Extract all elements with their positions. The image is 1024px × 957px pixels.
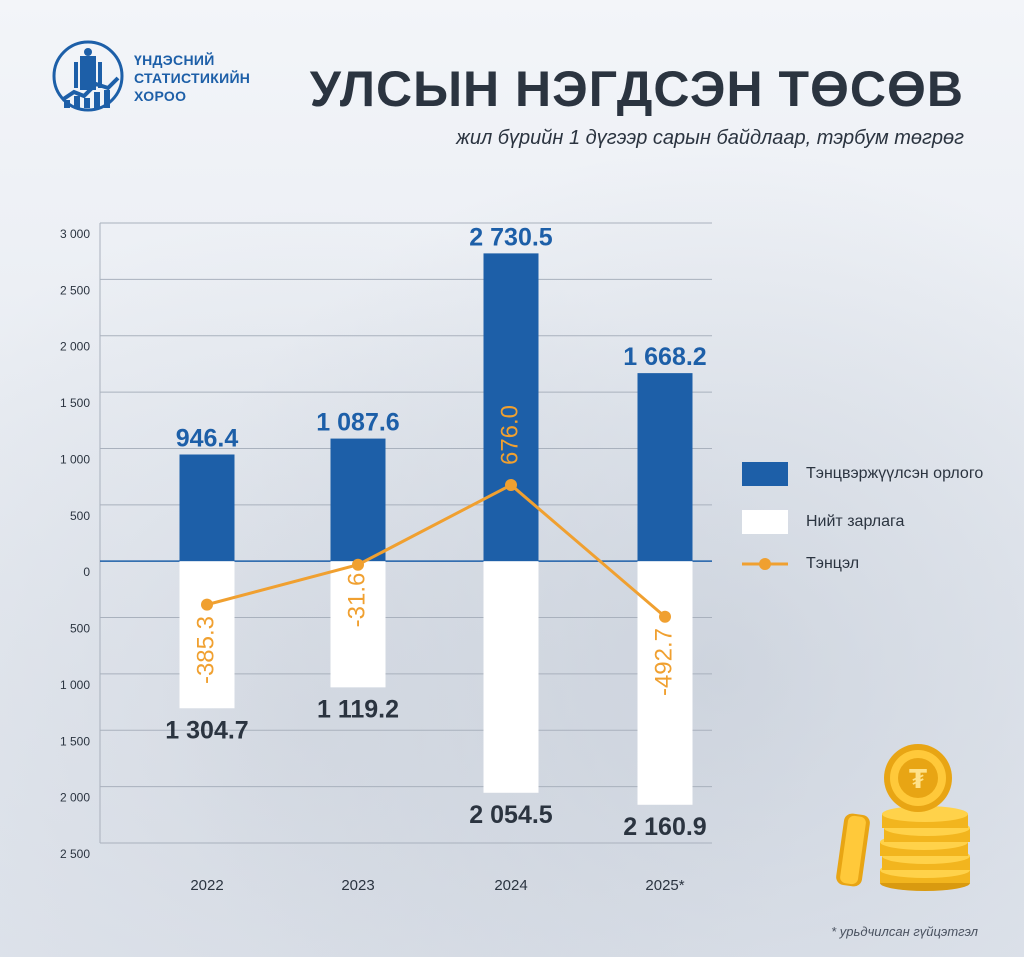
grid-lines xyxy=(99,222,712,844)
nso-logo: ҮНДЭСНИЙ СТАТИСТИКИЙН ХОРОО xyxy=(50,38,250,118)
footnote: * урьдчилсан гүйцэтгэл xyxy=(831,924,978,939)
balance-point xyxy=(505,478,517,491)
balance-point xyxy=(352,558,364,571)
x-tick-label: 2025* xyxy=(645,877,684,894)
y-tick-label: 2 000 xyxy=(60,340,90,354)
page-subtitle: жил бүрийн 1 дүгээр сарын байдлаар, тэрб… xyxy=(456,127,964,149)
y-tick-label: 2 500 xyxy=(60,847,90,861)
revenue-bar xyxy=(483,253,539,562)
y-tick-label: 0 xyxy=(83,565,90,579)
balance-value-label: -492.7 xyxy=(650,628,677,696)
bars xyxy=(179,253,693,805)
expense-bar xyxy=(330,561,386,688)
org-name: ҮНДЭСНИЙ СТАТИСТИКИЙН ХОРОО xyxy=(134,51,250,105)
axis: 3 000 2 500 2 000 1 500 1 000 500 0 500 1 000 1 5… xyxy=(60,227,90,861)
x-tick-label: 2022 xyxy=(190,877,223,894)
expense-bar xyxy=(179,561,235,709)
revenue-bar xyxy=(179,454,235,562)
y-tick-label: 500 xyxy=(70,622,90,636)
expense-value-label: 2 160.9 xyxy=(623,813,706,841)
revenue-value-label: 946.4 xyxy=(176,424,239,452)
revenue-value-label: 1 668.2 xyxy=(623,343,706,371)
y-tick-label: 2 000 xyxy=(60,791,90,805)
data-labels: 946.4 1 304.7 2022 1 087.6 1 119.2 2023 2 730.… xyxy=(165,223,706,894)
legend-label-expense: Нийт зарлага xyxy=(806,513,905,530)
org-name-line-3: ХОРОО xyxy=(134,88,187,104)
balance-polyline xyxy=(206,483,666,618)
balance-value-label: -31.6 xyxy=(343,573,370,628)
gold-coins-icon: ₮ xyxy=(836,744,970,891)
y-tick-label: 1 500 xyxy=(60,734,90,748)
legend-label-revenue: Тэнцвэржүүлсэн орлого xyxy=(806,465,984,482)
soyombo-emblem-icon xyxy=(52,40,124,112)
y-tick-label: 2 500 xyxy=(60,283,90,297)
y-tick-label: 3 000 xyxy=(60,227,90,241)
legend-swatch-revenue xyxy=(742,462,788,486)
y-tick-label: 1 000 xyxy=(60,678,90,692)
org-name-line-2: СТАТИСТИКИЙН xyxy=(134,70,251,86)
expense-value-label: 1 119.2 xyxy=(317,695,399,723)
expense-bar xyxy=(483,561,539,793)
y-tick-label: 1 000 xyxy=(60,452,90,466)
svg-text:₮: ₮ xyxy=(909,765,927,795)
y-tick-label: 1 500 xyxy=(60,396,90,410)
x-tick-label: 2023 xyxy=(341,877,374,894)
y-tick-label: 500 xyxy=(70,509,90,523)
revenue-value-label: 2 730.5 xyxy=(469,223,553,251)
balance-point xyxy=(659,610,671,623)
legend-swatch-balance xyxy=(742,558,788,570)
expense-value-label: 2 054.5 xyxy=(469,801,553,829)
page-title: УЛСЫН НЭГДСЭН ТӨСӨВ xyxy=(309,61,964,117)
legend-swatch-expense xyxy=(742,510,788,534)
revenue-bar xyxy=(330,438,386,562)
org-name-line-1: ҮНДЭСНИЙ xyxy=(134,52,215,68)
revenue-value-label: 1 087.6 xyxy=(316,409,399,437)
balance-line: -385.3 -31.6 676.0 -492.7 xyxy=(192,405,677,696)
balance-value-label: 676.0 xyxy=(496,405,523,465)
expense-value-label: 1 304.7 xyxy=(165,716,248,744)
x-tick-label: 2024 xyxy=(494,877,527,894)
balance-value-label: -385.3 xyxy=(192,616,219,684)
balance-point xyxy=(201,598,213,611)
revenue-bar xyxy=(637,373,693,562)
legend-label-balance: Тэнцэл xyxy=(806,555,860,572)
